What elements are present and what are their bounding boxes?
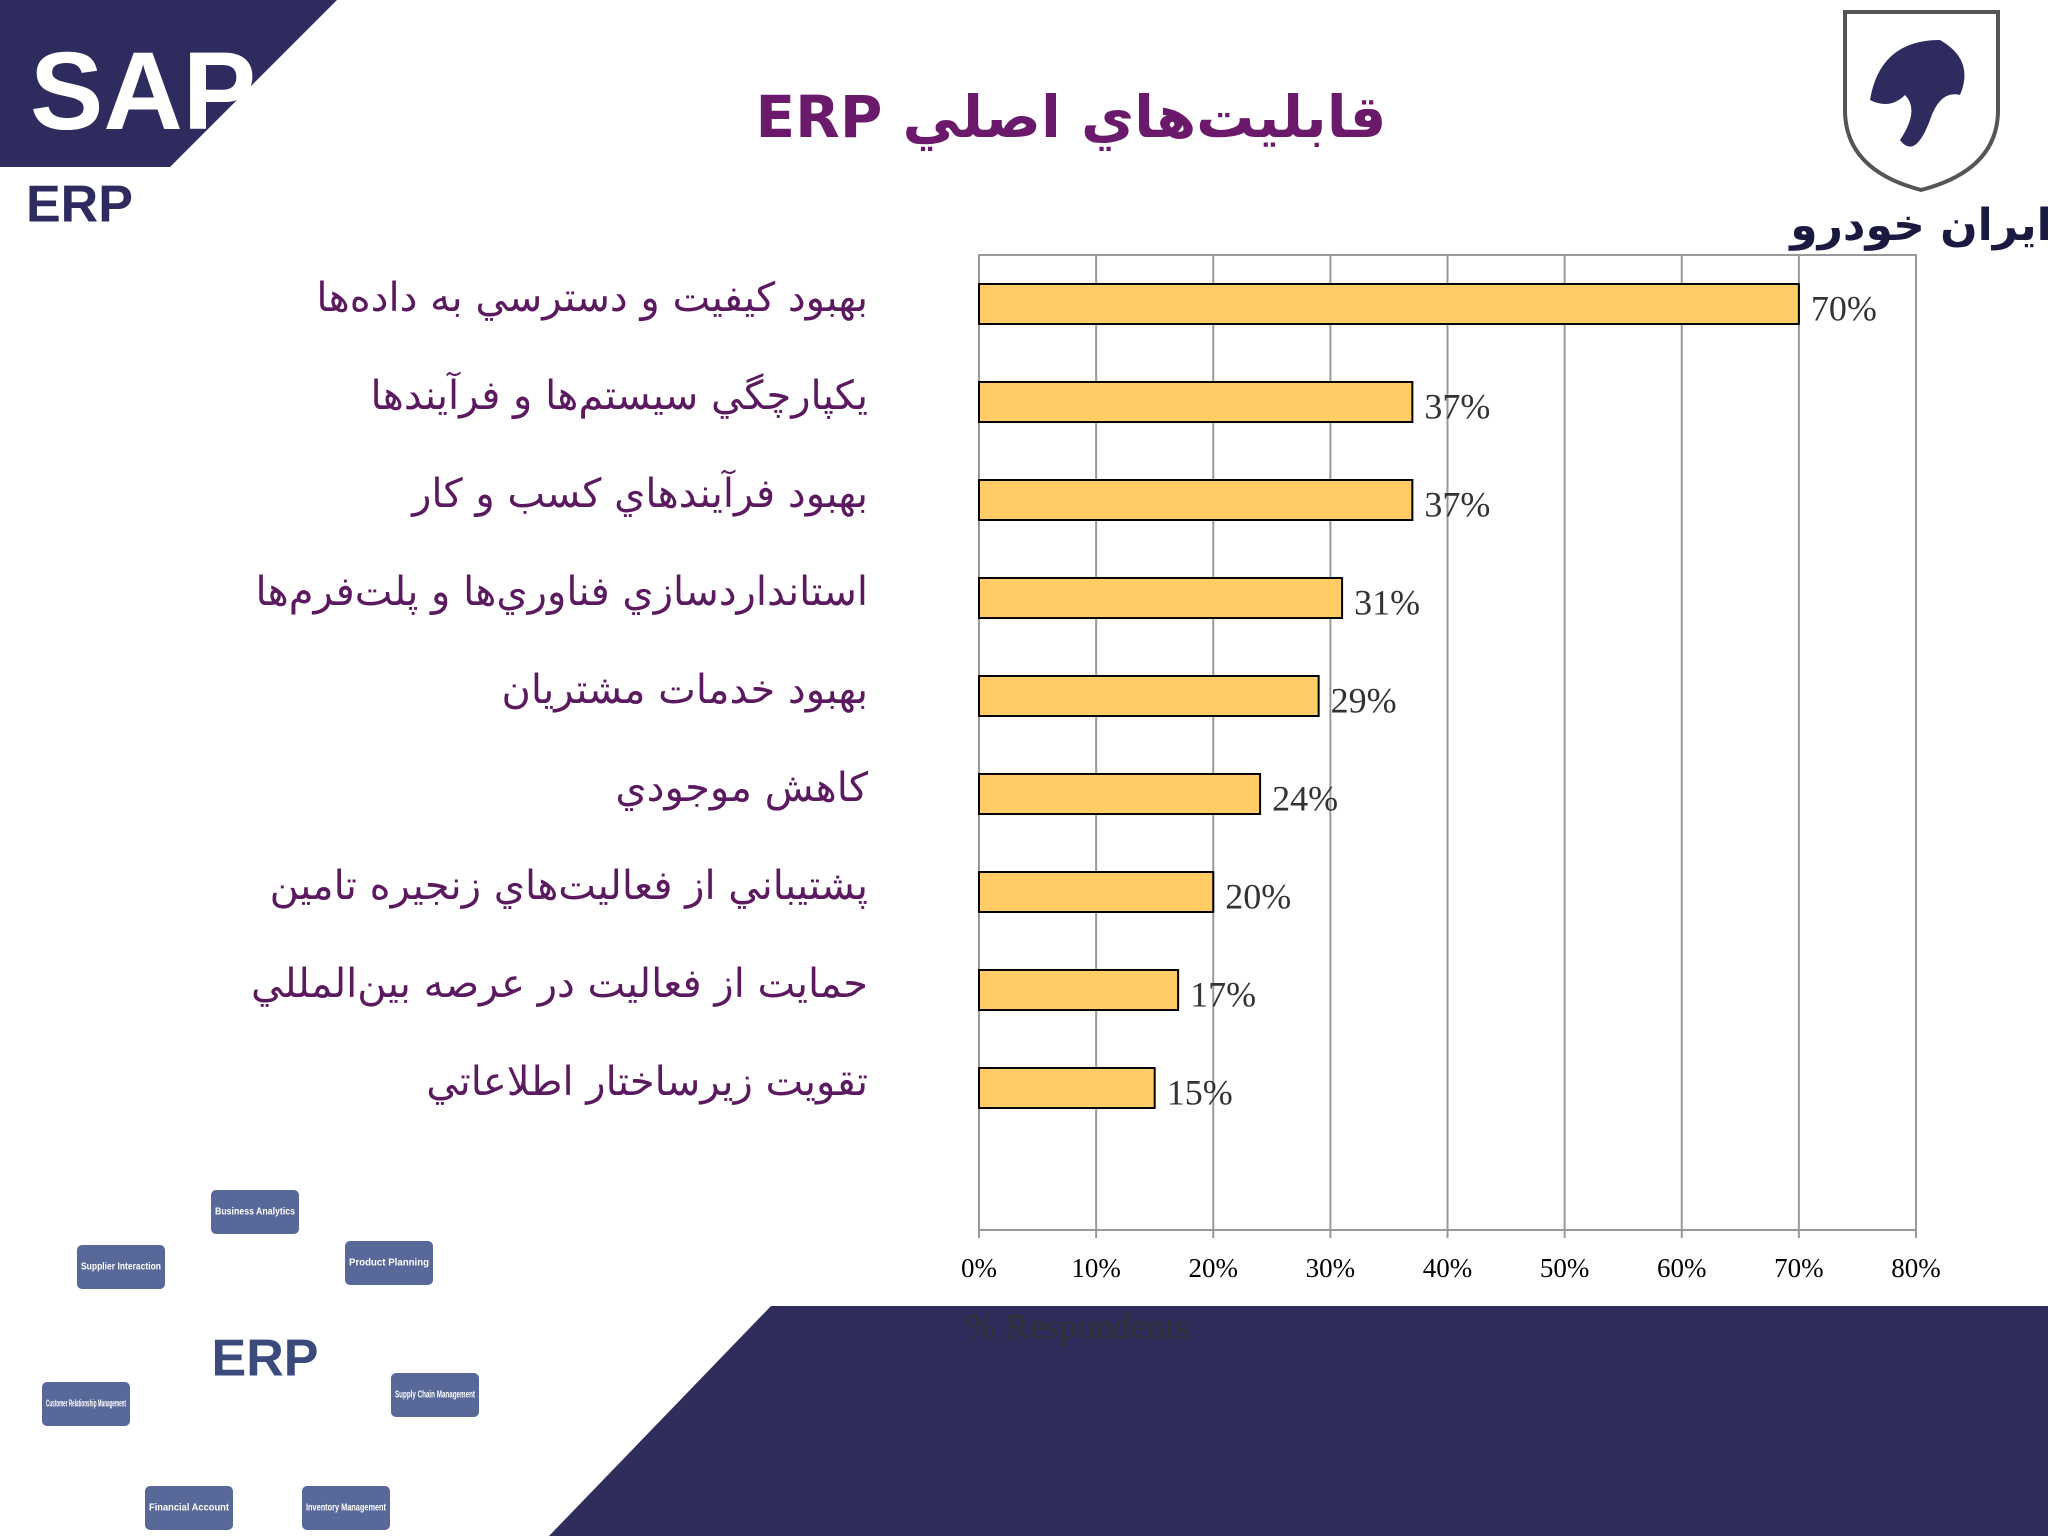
value-label: 31% (1354, 582, 1420, 622)
module-label: Product Planning (349, 1258, 429, 1269)
module-box (145, 1486, 233, 1530)
bar (978, 479, 1414, 521)
category-label: بهبود كيفيت و دسترسي به داده‌ها (316, 275, 868, 321)
x-tick-label: 20% (1189, 1253, 1239, 1283)
category-label: بهبود فرآيندهاي كسب و كار (410, 469, 868, 517)
bar (978, 283, 1800, 325)
module-label: Business Analytics (215, 1207, 295, 1218)
bar (978, 969, 1180, 1011)
diagram-center: ERP (212, 1330, 319, 1388)
module-box (211, 1190, 299, 1234)
bar (978, 773, 1262, 815)
value-label: 15% (1167, 1072, 1233, 1112)
bar (978, 577, 1344, 619)
category-label: بهبود خدمات مشتريان (502, 667, 868, 713)
x-tick-label: 0% (961, 1253, 997, 1283)
value-label: 70% (1811, 288, 1877, 328)
company-logo: ایران خودرو (1788, 10, 2048, 251)
bar (978, 1067, 1156, 1109)
value-label: 20% (1225, 876, 1291, 916)
x-tick-label: 30% (1306, 1253, 1356, 1283)
module-label: Supply Chain Management (395, 1390, 475, 1401)
x-tick-label: 60% (1657, 1253, 1707, 1283)
bottom-band (549, 1306, 2048, 1536)
erp-logo: ERP (26, 176, 133, 234)
x-tick-label: 70% (1774, 1253, 1824, 1283)
value-label: 24% (1272, 778, 1338, 818)
x-tick-label: 80% (1891, 1253, 1941, 1283)
x-axis-label: % Respondents (966, 1306, 1189, 1346)
category-label: حمايت از فعاليت در عرصه بين‌المللي (251, 961, 868, 1007)
module-label: Customer Relationship Management (46, 1399, 126, 1410)
module-box (77, 1245, 165, 1289)
value-label: 17% (1190, 974, 1256, 1014)
x-tick-label: 40% (1423, 1253, 1473, 1283)
x-tick-label: 50% (1540, 1253, 1590, 1283)
bar (978, 675, 1320, 717)
value-label: 37% (1424, 484, 1490, 524)
category-label: كاهش موجودي (615, 765, 869, 811)
module-box (345, 1241, 433, 1285)
module-box (302, 1486, 390, 1530)
chart-title: قابليت‌هاي اصلي ERP (756, 83, 1387, 151)
svg-text:ایران خودرو: ایران خودرو (1788, 200, 2048, 251)
module-box (391, 1373, 479, 1417)
category-label: پشتيباني از فعاليت‌هاي زنجيره تامين (270, 863, 868, 909)
bar (978, 381, 1414, 423)
value-label: 29% (1331, 680, 1397, 720)
module-label: Supplier Interaction (81, 1262, 161, 1273)
sap-logo: SAP (30, 30, 256, 153)
module-box (42, 1382, 130, 1426)
value-label: 37% (1424, 386, 1490, 426)
category-label: يكپارچگي سيستم‌ها و فرآيندها (371, 371, 868, 419)
category-label: تقويت زيرساختار اطلاعاتي (426, 1059, 868, 1105)
bar (978, 871, 1215, 913)
sap-banner (0, 0, 337, 167)
module-label: Financial Account (149, 1503, 230, 1514)
x-tick-label: 10% (1071, 1253, 1121, 1283)
module-label: Inventory Management (306, 1503, 386, 1514)
category-label: استانداردسازي فناوري‌ها و پلت‌فرم‌ها (255, 569, 868, 615)
